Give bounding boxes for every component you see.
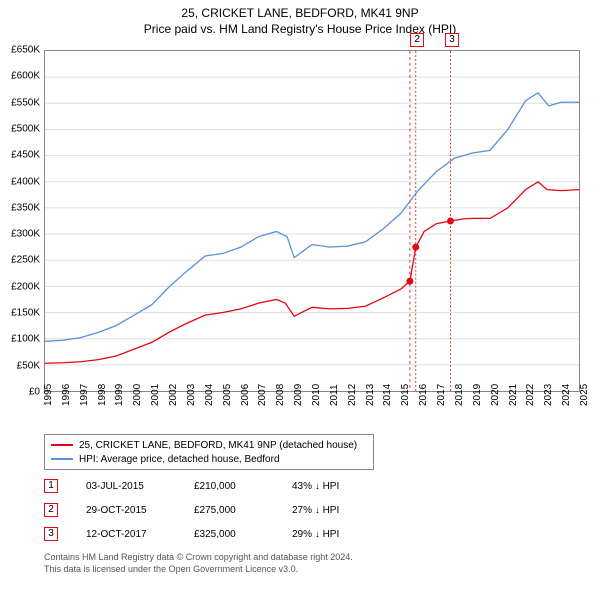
transaction-date: 03-JUL-2015 xyxy=(86,481,166,492)
legend: 25, CRICKET LANE, BEDFORD, MK41 9NP (det… xyxy=(44,434,374,470)
x-axis-tick-label: 1996 xyxy=(61,394,72,406)
x-axis-tick-label: 2025 xyxy=(579,394,590,406)
y-axis-tick-label: £350K xyxy=(0,202,40,213)
transaction-date: 29-OCT-2015 xyxy=(86,505,166,516)
x-axis-tick-label: 2005 xyxy=(222,394,233,406)
x-axis-tick-label: 2000 xyxy=(132,394,143,406)
y-axis-tick-label: £300K xyxy=(0,229,40,240)
table-row: 1 03-JUL-2015 £210,000 43% ↓ HPI xyxy=(44,474,372,498)
x-axis-tick-label: 1998 xyxy=(97,394,108,406)
x-axis-tick-label: 2016 xyxy=(418,394,429,406)
x-axis-tick-label: 2011 xyxy=(329,394,340,406)
x-axis-tick-label: 2017 xyxy=(436,394,447,406)
chart-marker-box: 2 xyxy=(410,33,424,47)
y-axis-tick-label: £400K xyxy=(0,176,40,187)
transaction-marker-icon: 1 xyxy=(44,479,58,493)
legend-swatch xyxy=(51,444,73,446)
x-axis-tick-label: 2024 xyxy=(561,394,572,406)
y-axis-tick-label: £500K xyxy=(0,123,40,134)
x-axis-tick-label: 2013 xyxy=(365,394,376,406)
x-axis-tick-label: 2018 xyxy=(454,394,465,406)
y-axis-tick-label: £50K xyxy=(0,360,40,371)
x-axis-tick-label: 1997 xyxy=(79,394,90,406)
x-axis-tick-label: 2020 xyxy=(490,394,501,406)
transaction-date: 12-OCT-2017 xyxy=(86,529,166,540)
x-axis-tick-label: 2012 xyxy=(347,394,358,406)
x-axis-tick-label: 2019 xyxy=(472,394,483,406)
x-axis-tick-label: 2003 xyxy=(186,394,197,406)
y-axis-tick-label: £600K xyxy=(0,71,40,82)
x-axis-tick-label: 2009 xyxy=(293,394,304,406)
transactions-table: 1 03-JUL-2015 £210,000 43% ↓ HPI 2 29-OC… xyxy=(44,474,372,546)
x-axis-tick-label: 2007 xyxy=(257,394,268,406)
y-axis-tick-label: £200K xyxy=(0,281,40,292)
transaction-marker-icon: 2 xyxy=(44,503,58,517)
footer-line: Contains HM Land Registry data © Crown c… xyxy=(44,552,353,564)
transaction-marker-icon: 3 xyxy=(44,527,58,541)
chart-svg xyxy=(45,51,579,391)
legend-item-property: 25, CRICKET LANE, BEDFORD, MK41 9NP (det… xyxy=(51,438,367,452)
chart-subtitle: Price paid vs. HM Land Registry's House … xyxy=(0,22,600,36)
x-axis-tick-label: 1995 xyxy=(43,394,54,406)
legend-label: HPI: Average price, detached house, Bedf… xyxy=(79,454,280,465)
x-axis-tick-label: 2008 xyxy=(275,394,286,406)
transaction-price: £275,000 xyxy=(194,505,264,516)
y-axis-tick-label: £250K xyxy=(0,255,40,266)
y-axis-tick-label: £0 xyxy=(0,387,40,398)
transaction-diff: 43% ↓ HPI xyxy=(292,481,372,492)
x-axis-tick-label: 2014 xyxy=(382,394,393,406)
y-axis-tick-label: £450K xyxy=(0,150,40,161)
transaction-diff: 29% ↓ HPI xyxy=(292,529,372,540)
x-axis-tick-label: 1999 xyxy=(114,394,125,406)
x-axis-tick-label: 2006 xyxy=(240,394,251,406)
transaction-price: £210,000 xyxy=(194,481,264,492)
footer-attribution: Contains HM Land Registry data © Crown c… xyxy=(44,552,353,575)
y-axis-tick-label: £550K xyxy=(0,97,40,108)
y-axis-tick-label: £150K xyxy=(0,308,40,319)
x-axis-tick-label: 2021 xyxy=(508,394,519,406)
chart-marker-box: 3 xyxy=(445,33,459,47)
x-axis-tick-label: 2022 xyxy=(525,394,536,406)
table-row: 2 29-OCT-2015 £275,000 27% ↓ HPI xyxy=(44,498,372,522)
transaction-diff: 27% ↓ HPI xyxy=(292,505,372,516)
x-axis-tick-label: 2010 xyxy=(311,394,322,406)
legend-swatch xyxy=(51,458,73,460)
chart-plot-area: 23 xyxy=(44,50,580,392)
y-axis-tick-label: £100K xyxy=(0,334,40,345)
x-axis-tick-label: 2015 xyxy=(400,394,411,406)
x-axis-tick-label: 2002 xyxy=(168,394,179,406)
chart-title: 25, CRICKET LANE, BEDFORD, MK41 9NP xyxy=(0,6,600,20)
legend-label: 25, CRICKET LANE, BEDFORD, MK41 9NP (det… xyxy=(79,440,357,451)
legend-item-hpi: HPI: Average price, detached house, Bedf… xyxy=(51,452,367,466)
x-axis-tick-label: 2023 xyxy=(543,394,554,406)
transaction-price: £325,000 xyxy=(194,529,264,540)
footer-line: This data is licensed under the Open Gov… xyxy=(44,564,353,576)
table-row: 3 12-OCT-2017 £325,000 29% ↓ HPI xyxy=(44,522,372,546)
y-axis-tick-label: £650K xyxy=(0,45,40,56)
x-axis-tick-label: 2004 xyxy=(204,394,215,406)
x-axis-tick-label: 2001 xyxy=(150,394,161,406)
